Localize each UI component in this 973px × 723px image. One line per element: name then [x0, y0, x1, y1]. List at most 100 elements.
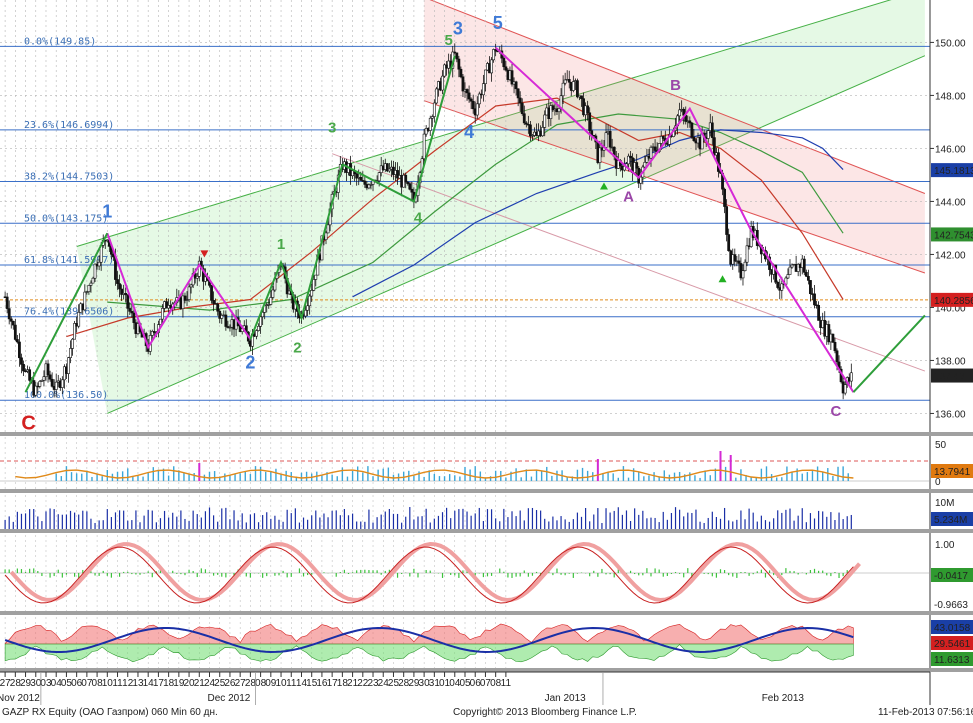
candle-body — [40, 380, 44, 382]
candle-body — [150, 331, 154, 336]
x-tick-label: 28 — [10, 678, 22, 689]
candle-body — [484, 69, 487, 84]
candle-body — [183, 295, 187, 301]
candle-body — [835, 350, 839, 363]
candle-body — [13, 324, 17, 340]
panel-tag-label: 5.234M — [934, 515, 967, 526]
candle-body — [7, 308, 11, 320]
candle-body — [653, 146, 657, 151]
candle-body — [827, 324, 831, 343]
x-tick-label: 17 — [153, 678, 165, 689]
wave-line — [24, 232, 109, 393]
panel-tag — [931, 464, 973, 478]
x-tick-label: 18 — [163, 678, 175, 689]
candle-body — [504, 66, 508, 71]
candle-body — [228, 326, 232, 329]
candle-body — [561, 82, 565, 97]
x-month-label: Feb 2013 — [762, 693, 805, 704]
x-tick-label: 07 — [480, 678, 492, 689]
panel-level-label: 0 — [935, 477, 941, 488]
candle-body — [768, 256, 771, 270]
candle-body — [428, 117, 432, 131]
x-tick-label: 04 — [51, 678, 63, 689]
candle-body — [363, 180, 367, 185]
price-tag — [931, 227, 973, 242]
signal-arrow-marker — [718, 275, 727, 283]
candle-body — [649, 146, 653, 159]
candle-body — [5, 296, 9, 309]
x-tick-label: 28 — [398, 678, 410, 689]
candle-body — [733, 254, 737, 262]
x-tick-label: 26 — [224, 678, 236, 689]
x-tick-label: 29 — [20, 678, 32, 689]
fib-level-label: 38.2%(144.7503) — [24, 172, 114, 183]
candle-body — [48, 374, 52, 380]
candle-body — [271, 289, 275, 298]
panel-tag-label: 13.7941 — [934, 467, 971, 478]
candle-body — [42, 376, 46, 381]
candle-body — [408, 183, 412, 190]
candle-body — [745, 245, 749, 263]
candle-body — [224, 314, 228, 327]
fib-level-label: 76.4%(139.6506) — [24, 307, 114, 318]
candle-body — [557, 108, 561, 113]
candle-body — [723, 188, 726, 207]
panel-tag-label: -0.0417 — [934, 571, 968, 582]
x-tick-label: 30 — [30, 678, 42, 689]
candle-body — [524, 122, 528, 125]
price-tag-label: 145.1813 — [934, 166, 973, 177]
wave-label: 2 — [293, 339, 301, 356]
candle-body — [833, 341, 837, 352]
candle-body — [831, 333, 835, 343]
price-tick-label: 148.00 — [935, 91, 966, 102]
candle-body — [741, 270, 745, 279]
candle-body — [28, 369, 32, 381]
price-tick-label: 142.00 — [935, 250, 966, 261]
wave-lines — [24, 46, 926, 393]
candle-body — [563, 79, 567, 84]
price-axis: 150.00 148.00 146.00 144.00 142.00 140.00 138.… — [929, 0, 973, 705]
candle-body — [212, 300, 215, 304]
candle-body — [165, 301, 168, 309]
candle-body — [461, 76, 465, 92]
candle-body — [494, 49, 498, 52]
wave-label: 3 — [453, 18, 463, 38]
candle-body — [635, 162, 639, 169]
candle-body — [396, 170, 399, 179]
panel-tag-label: 43.0158 — [934, 623, 971, 634]
adx-line — [4, 626, 854, 654]
candle-body — [118, 283, 121, 290]
fib-level-label: 23.6%(146.6994) — [24, 120, 114, 131]
fib-level-label: 50.0%(143.175) — [24, 213, 108, 224]
x-tick-label: 11 — [112, 678, 123, 689]
candle-body — [604, 132, 608, 148]
panel-tag-label: -0.9663 — [934, 600, 968, 611]
candle-body — [124, 293, 128, 296]
oscillator-line — [4, 546, 854, 604]
x-axis: 27 28 29 30 03 04 05 06 07 08 10 11 12 13 14 17 18 19 20 21… — [0, 671, 930, 705]
signal-arrow-marker — [599, 182, 608, 190]
wave-line — [495, 46, 855, 393]
candle-body — [69, 348, 72, 358]
candle-body — [813, 293, 816, 306]
candle-body — [422, 133, 426, 160]
candle-body — [710, 122, 714, 138]
candle-body — [586, 105, 590, 114]
candle-body — [432, 102, 436, 117]
x-tick-label: 08 — [92, 678, 104, 689]
wave-line — [852, 314, 926, 393]
x-tick-label: 24 — [204, 678, 216, 689]
candle-body — [130, 311, 134, 314]
wave-label: 5 — [444, 32, 452, 49]
x-tick-label: 08 — [490, 678, 502, 689]
wave-label: 1 — [277, 236, 285, 253]
wave-label: C — [21, 412, 35, 434]
candle-body — [355, 173, 359, 179]
candle-body — [490, 59, 493, 74]
panel-level-label: 50 — [935, 440, 947, 451]
candle-body — [93, 263, 97, 279]
candle-body — [514, 81, 518, 90]
candle-body — [367, 184, 371, 189]
candle-body — [22, 364, 25, 372]
candle-body — [465, 89, 469, 94]
